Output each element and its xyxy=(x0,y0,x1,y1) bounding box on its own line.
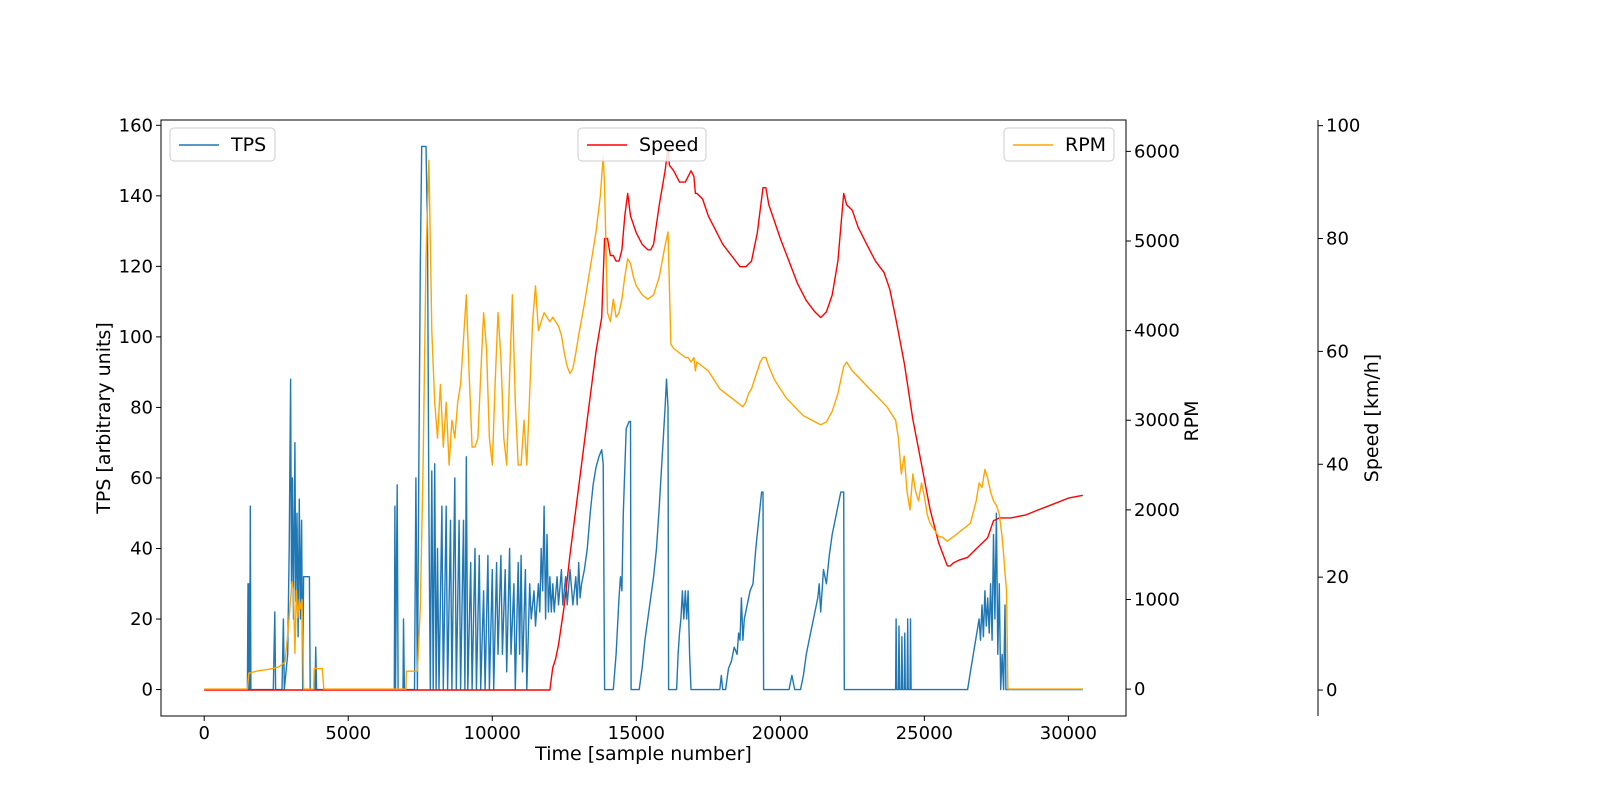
speed-axis-label: Speed [km/h] xyxy=(1361,354,1383,482)
speed-tick-label: 40 xyxy=(1326,454,1349,475)
legend-rpm-box xyxy=(1003,127,1115,162)
rpm-tick-label: 4000 xyxy=(1134,321,1180,342)
series-line-speed xyxy=(204,147,1083,691)
x-tick-label: 5000 xyxy=(325,723,371,744)
tps-tick-label: 20 xyxy=(130,609,153,630)
legend-tps-box xyxy=(169,127,276,162)
rpm-axis-label: RPM xyxy=(1181,400,1203,441)
speed-tick-label: 80 xyxy=(1326,229,1349,250)
series-line-rpm xyxy=(204,155,1083,690)
rpm-tick-label: 6000 xyxy=(1134,141,1180,162)
tps-tick-label: 80 xyxy=(130,397,153,418)
legend-speed-label: Speed xyxy=(639,134,699,156)
tps-tick-label: 0 xyxy=(142,680,153,701)
x-tick-label: 15000 xyxy=(608,723,665,744)
legend-tps-label: TPS xyxy=(230,134,266,156)
tps-tick-label: 40 xyxy=(130,538,153,559)
legend-rpm-label: RPM xyxy=(1065,134,1106,156)
legend-rpm: RPM xyxy=(1003,127,1115,162)
x-tick-label: 30000 xyxy=(1040,723,1097,744)
tps-tick-label: 60 xyxy=(130,468,153,489)
tps-tick-label: 140 xyxy=(119,186,153,207)
ticks-layer: 0 5000 10000 15000 20000 25000 300000204060801… xyxy=(119,115,1361,744)
speed-tick-label: 100 xyxy=(1326,116,1360,137)
legend-tps: TPS xyxy=(169,127,276,162)
x-tick-label: 0 xyxy=(198,723,209,744)
tps-tick-label: 160 xyxy=(119,115,153,136)
legend-speed: Speed xyxy=(577,127,707,162)
speed-tick-label: 60 xyxy=(1326,341,1349,362)
series-line-tps xyxy=(204,145,1083,691)
tps-tick-label: 120 xyxy=(119,256,153,277)
rpm-tick-label: 5000 xyxy=(1134,231,1180,252)
rpm-tick-label: 0 xyxy=(1134,679,1145,700)
rpm-tick-label: 2000 xyxy=(1134,500,1180,521)
rpm-tick-label: 1000 xyxy=(1134,589,1180,610)
x-axis-label: Time [sample number] xyxy=(534,743,752,765)
x-tick-label: 25000 xyxy=(896,723,953,744)
x-tick-label: 10000 xyxy=(464,723,521,744)
tps-axis-label: TPS [arbitrary units] xyxy=(93,322,115,515)
legend-speed-box xyxy=(577,127,707,162)
plot-frame xyxy=(160,119,1127,717)
speed-tick-label: 0 xyxy=(1326,680,1337,701)
x-tick-label: 20000 xyxy=(752,723,809,744)
tps-tick-label: 100 xyxy=(119,327,153,348)
series-layer xyxy=(204,145,1083,691)
rpm-tick-label: 3000 xyxy=(1134,410,1180,431)
speed-tick-label: 20 xyxy=(1326,567,1349,588)
